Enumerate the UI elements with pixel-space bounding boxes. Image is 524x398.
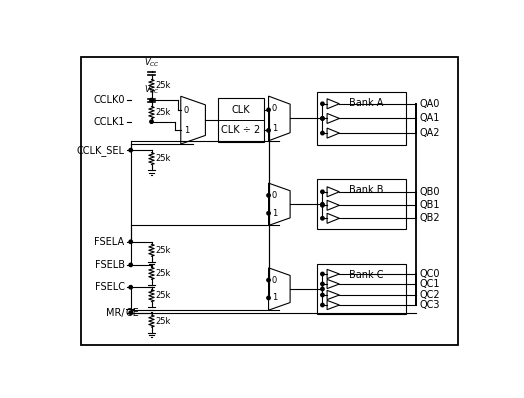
Text: Bank C: Bank C [348, 270, 383, 280]
Text: QA1: QA1 [420, 113, 440, 123]
Text: 25k: 25k [155, 81, 171, 90]
Text: 0: 0 [184, 106, 189, 115]
Text: FSELB: FSELB [94, 260, 125, 270]
Circle shape [321, 131, 324, 135]
Bar [317, 92, 406, 144]
Text: 25k: 25k [155, 154, 171, 163]
Text: 0: 0 [271, 104, 277, 113]
Text: 25k: 25k [155, 317, 171, 326]
Circle shape [129, 285, 133, 289]
Text: 0: 0 [271, 191, 277, 200]
Text: CCLK0: CCLK0 [93, 95, 125, 105]
Circle shape [321, 282, 324, 286]
Text: 0: 0 [271, 275, 277, 285]
Circle shape [321, 204, 324, 207]
Text: 1: 1 [271, 293, 277, 302]
Text: Bank B: Bank B [348, 185, 383, 195]
Text: 25k: 25k [155, 108, 171, 117]
Text: $V_{CC}$: $V_{CC}$ [144, 84, 159, 96]
Text: QA0: QA0 [420, 99, 440, 109]
Bar [317, 179, 406, 229]
Text: MR/: MR/ [106, 308, 125, 318]
Text: QC2: QC2 [420, 290, 440, 300]
Text: $V_{CC}$: $V_{CC}$ [144, 57, 159, 69]
Text: FSELA: FSELA [94, 237, 125, 247]
Circle shape [321, 217, 324, 220]
Text: CCLK1: CCLK1 [93, 117, 125, 127]
Text: QA2: QA2 [420, 128, 440, 138]
Circle shape [129, 148, 133, 152]
Circle shape [321, 293, 324, 297]
Circle shape [321, 203, 324, 206]
Circle shape [267, 194, 270, 197]
Circle shape [129, 311, 133, 314]
Text: QC1: QC1 [420, 279, 440, 289]
Text: 25k: 25k [155, 246, 171, 255]
Circle shape [321, 303, 324, 307]
Text: Bank A: Bank A [348, 98, 383, 108]
Circle shape [321, 102, 324, 105]
Circle shape [321, 117, 324, 120]
Text: QC3: QC3 [420, 300, 440, 310]
Circle shape [267, 211, 270, 215]
Text: 1: 1 [271, 209, 277, 218]
Text: OE: OE [126, 308, 139, 318]
Circle shape [129, 263, 133, 267]
Text: 25k: 25k [155, 291, 171, 300]
Bar [317, 264, 406, 314]
Circle shape [321, 287, 324, 291]
Text: FSELC: FSELC [94, 282, 125, 292]
Bar [218, 98, 264, 142]
Circle shape [321, 272, 324, 276]
Circle shape [267, 129, 270, 132]
Text: CLK: CLK [232, 105, 250, 115]
Text: QC0: QC0 [420, 269, 440, 279]
Text: 25k: 25k [155, 269, 171, 278]
Circle shape [267, 296, 270, 300]
Circle shape [150, 120, 153, 123]
Text: 1: 1 [271, 124, 277, 133]
Text: QB2: QB2 [420, 213, 440, 223]
Text: 1: 1 [184, 125, 189, 135]
Circle shape [150, 98, 153, 102]
Text: CCLK_SEL: CCLK_SEL [77, 145, 125, 156]
Text: QB0: QB0 [420, 187, 440, 197]
Text: CLK ÷ 2: CLK ÷ 2 [221, 125, 260, 135]
Text: QB1: QB1 [420, 200, 440, 210]
Circle shape [267, 278, 270, 282]
Circle shape [321, 190, 324, 193]
Circle shape [321, 117, 324, 120]
Circle shape [267, 108, 270, 111]
Circle shape [129, 240, 133, 244]
